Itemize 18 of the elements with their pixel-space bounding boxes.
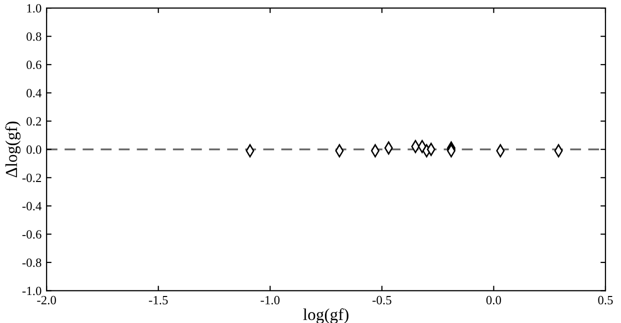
- y-tick-label: 1.0: [27, 4, 42, 13]
- x-tick-label: -1.0: [260, 296, 280, 304]
- y-tick-label: 0.2: [26, 117, 42, 126]
- y-tick-label: -0.2: [22, 174, 42, 182]
- x-tick-label: -2.0: [37, 296, 56, 304]
- y-tick-label: -0.6: [22, 230, 42, 239]
- y-tick-label: -1.0: [22, 286, 42, 296]
- x-tick-label: 0.5: [598, 296, 613, 304]
- y-tick-label: 0.0: [26, 145, 42, 154]
- y-tick-label: 0.4: [26, 88, 42, 98]
- y-tick-label: -0.4: [22, 202, 42, 210]
- y-axis-title: Δlog(gf): [5, 122, 21, 178]
- y-tick-label: 0.6: [26, 60, 42, 70]
- x-tick-label: 0.0: [486, 296, 502, 304]
- x-tick-label: -0.5: [372, 296, 392, 304]
- y-tick-label: 0.8: [26, 32, 42, 41]
- y-tick-label: -0.8: [22, 258, 42, 267]
- x-tick-label: -1.5: [148, 296, 168, 304]
